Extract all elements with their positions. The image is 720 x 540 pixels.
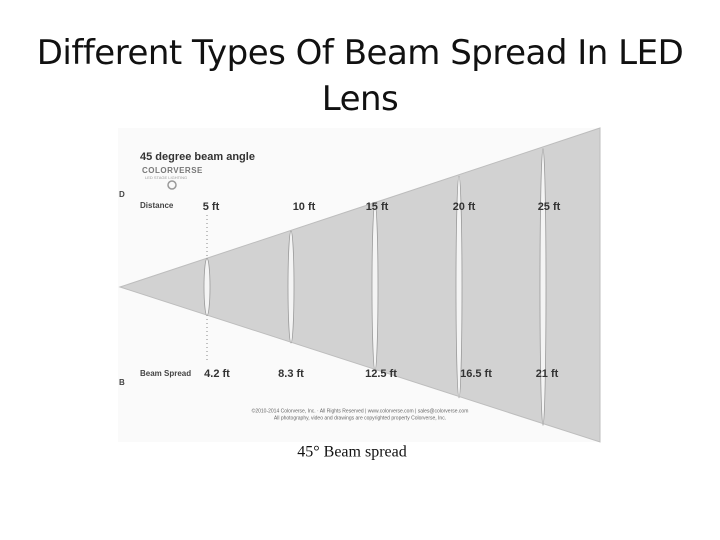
- beam-ring: [455, 175, 463, 399]
- logo-name: COLORVERSE: [142, 166, 203, 175]
- spread-value: 4.2 ft: [204, 368, 230, 380]
- distance-value: 10 ft: [293, 201, 316, 213]
- copyright-line: ©2010-2014 Colorverse, Inc. · All Rights…: [252, 407, 469, 414]
- beam-cone: [118, 127, 601, 443]
- slide-title: Different Types Of Beam Spread In LED Le…: [36, 33, 684, 119]
- copyright-line: All photography, video and drawings are …: [274, 415, 446, 421]
- beam-ring: [203, 258, 211, 316]
- spread-value: 16.5 ft: [460, 368, 492, 380]
- distance-value: 15 ft: [366, 201, 389, 213]
- beam-ring: [371, 203, 379, 371]
- distance-label: Distance: [140, 201, 174, 210]
- distance-marker: D: [119, 190, 125, 199]
- caption: 45° Beam spread: [297, 444, 406, 461]
- beam-ring: [539, 148, 547, 426]
- beam-rings: [203, 148, 547, 426]
- distance-value: 25 ft: [538, 201, 561, 213]
- distance-value: 5 ft: [203, 201, 220, 213]
- spread-value: 21 ft: [536, 368, 559, 380]
- logo-tagline: LED STAGE LIGHTING: [145, 175, 187, 180]
- spread-value: 8.3 ft: [278, 368, 304, 380]
- spread-marker: B: [119, 378, 125, 387]
- spread-label: Beam Spread: [140, 369, 191, 378]
- diagram-heading: 45 degree beam angle: [140, 151, 255, 163]
- beam-ring: [287, 230, 295, 344]
- spread-value: 12.5 ft: [365, 368, 397, 380]
- logo-icon: [167, 180, 177, 190]
- distance-value: 20 ft: [453, 201, 476, 213]
